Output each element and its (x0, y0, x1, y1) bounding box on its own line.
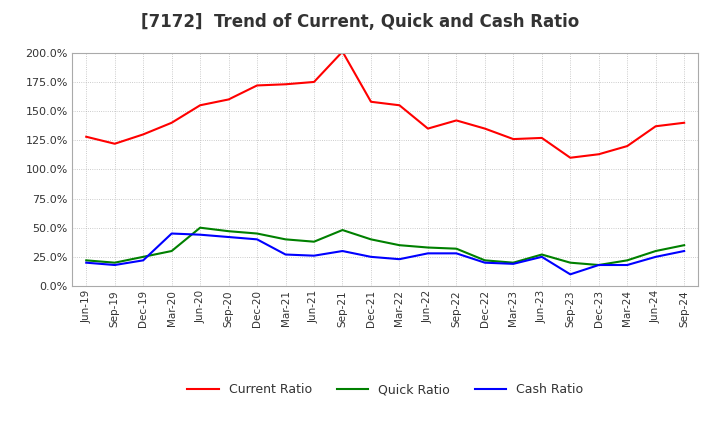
Text: [7172]  Trend of Current, Quick and Cash Ratio: [7172] Trend of Current, Quick and Cash … (141, 13, 579, 31)
Current Ratio (110, 141, 119, 147)
Quick Ratio (509, 260, 518, 265)
Cash Ratio (395, 257, 404, 262)
Quick Ratio (680, 242, 688, 248)
Cash Ratio (652, 254, 660, 260)
Current Ratio (395, 103, 404, 108)
Current Ratio (196, 103, 204, 108)
Current Ratio (537, 135, 546, 140)
Cash Ratio (139, 258, 148, 263)
Current Ratio (282, 82, 290, 87)
Cash Ratio (537, 254, 546, 260)
Cash Ratio (110, 262, 119, 268)
Current Ratio (509, 136, 518, 142)
Cash Ratio (225, 235, 233, 240)
Current Ratio (566, 155, 575, 160)
Cash Ratio (423, 251, 432, 256)
Quick Ratio (395, 242, 404, 248)
Legend: Current Ratio, Quick Ratio, Cash Ratio: Current Ratio, Quick Ratio, Cash Ratio (182, 378, 588, 401)
Cash Ratio (566, 271, 575, 277)
Current Ratio (253, 83, 261, 88)
Cash Ratio (338, 248, 347, 253)
Quick Ratio (623, 258, 631, 263)
Quick Ratio (253, 231, 261, 236)
Quick Ratio (452, 246, 461, 251)
Quick Ratio (310, 239, 318, 244)
Quick Ratio (423, 245, 432, 250)
Quick Ratio (480, 258, 489, 263)
Current Ratio (167, 120, 176, 125)
Quick Ratio (282, 237, 290, 242)
Current Ratio (652, 124, 660, 129)
Cash Ratio (509, 261, 518, 267)
Cash Ratio (196, 232, 204, 237)
Current Ratio (452, 118, 461, 123)
Current Ratio (82, 134, 91, 139)
Current Ratio (595, 152, 603, 157)
Quick Ratio (566, 260, 575, 265)
Quick Ratio (110, 260, 119, 265)
Cash Ratio (82, 260, 91, 265)
Current Ratio (680, 120, 688, 125)
Cash Ratio (595, 262, 603, 268)
Current Ratio (480, 126, 489, 131)
Current Ratio (366, 99, 375, 104)
Line: Cash Ratio: Cash Ratio (86, 234, 684, 275)
Quick Ratio (595, 262, 603, 268)
Quick Ratio (225, 228, 233, 234)
Current Ratio (225, 97, 233, 102)
Current Ratio (310, 79, 318, 84)
Quick Ratio (537, 252, 546, 257)
Cash Ratio (480, 260, 489, 265)
Current Ratio (338, 49, 347, 54)
Quick Ratio (82, 258, 91, 263)
Quick Ratio (366, 237, 375, 242)
Line: Quick Ratio: Quick Ratio (86, 228, 684, 265)
Cash Ratio (452, 251, 461, 256)
Quick Ratio (652, 248, 660, 253)
Quick Ratio (139, 254, 148, 260)
Cash Ratio (366, 254, 375, 260)
Current Ratio (623, 143, 631, 149)
Cash Ratio (167, 231, 176, 236)
Cash Ratio (623, 262, 631, 268)
Quick Ratio (167, 248, 176, 253)
Cash Ratio (680, 248, 688, 253)
Quick Ratio (338, 227, 347, 233)
Cash Ratio (282, 252, 290, 257)
Current Ratio (139, 132, 148, 137)
Line: Current Ratio: Current Ratio (86, 51, 684, 158)
Cash Ratio (310, 253, 318, 258)
Quick Ratio (196, 225, 204, 231)
Current Ratio (423, 126, 432, 131)
Cash Ratio (253, 237, 261, 242)
